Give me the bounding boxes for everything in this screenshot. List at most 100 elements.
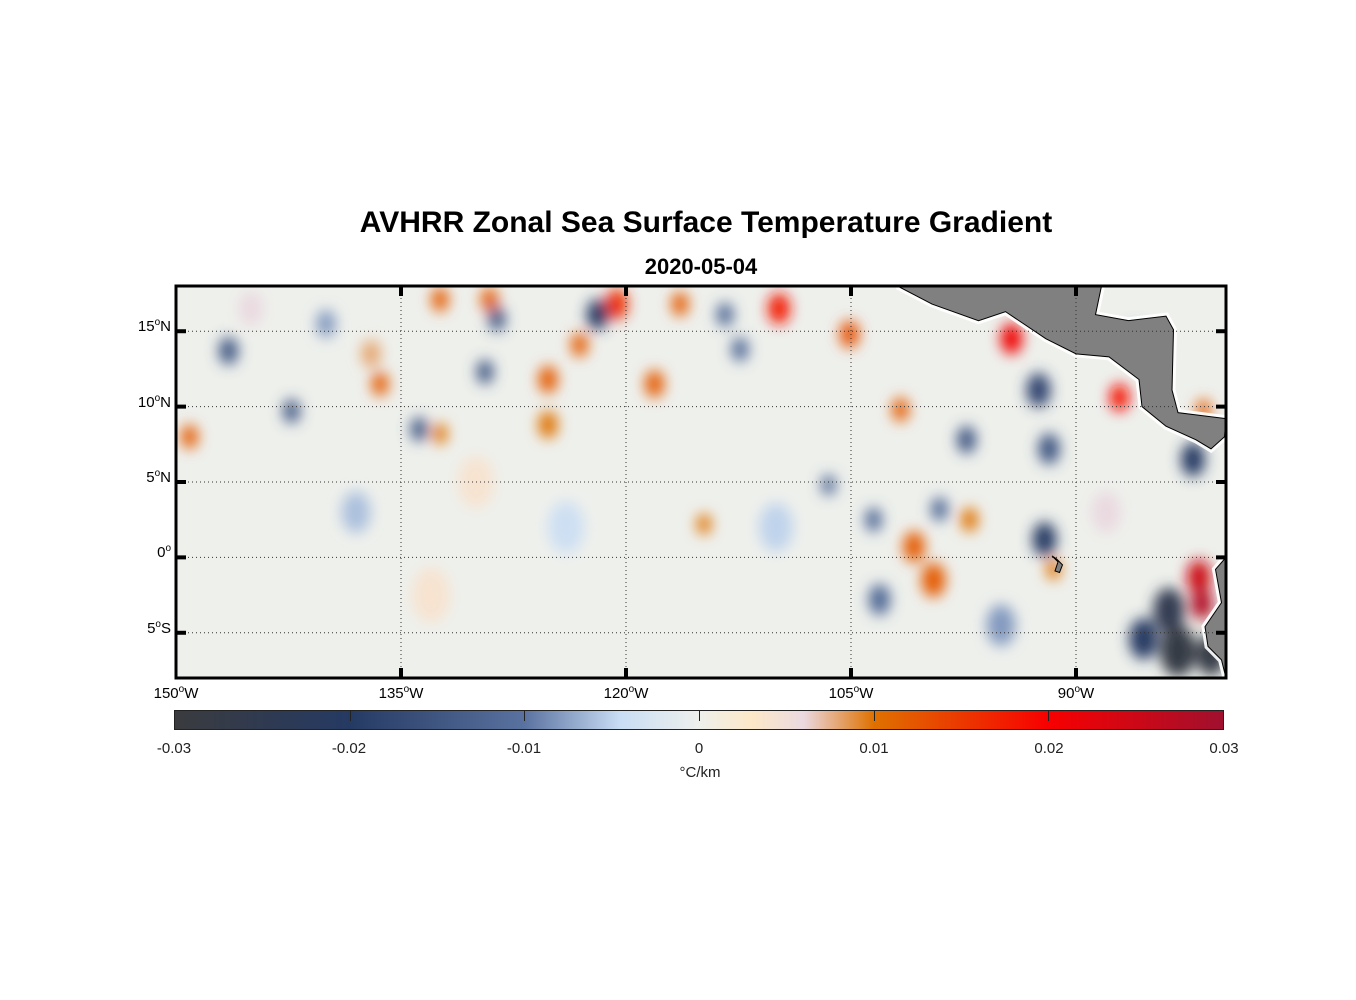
tick-num: 10 [137, 393, 155, 411]
sst-gradient-feature [239, 291, 263, 326]
colorbar-tick-label: -0.02 [331, 740, 367, 757]
sst-gradient-feature [1000, 323, 1023, 355]
sst-gradient-feature [1091, 491, 1121, 533]
degree-symbol: o [178, 684, 185, 695]
tick-hemi: N [160, 393, 171, 411]
land-mass [896, 286, 1226, 450]
degree-symbol: o [403, 684, 410, 695]
sst-gradient-feature [1109, 383, 1130, 412]
sst-gradient-feature [1026, 372, 1051, 408]
sst-gradient-feature [548, 501, 584, 554]
colorbar-tick-label: 0.01 [859, 740, 889, 757]
degree-symbol: o [1074, 684, 1081, 695]
sst-gradient-feature [481, 287, 498, 312]
colorbar-tick [699, 711, 700, 721]
sst-gradient-feature [316, 309, 336, 338]
sst-gradient-feature [218, 337, 239, 365]
degree-symbol: o [165, 543, 171, 555]
tick-hemi: W [184, 685, 199, 702]
sst-gradient-feature [410, 417, 428, 442]
sst-gradient-feature [538, 365, 558, 394]
sst-gradient-feature [956, 425, 977, 454]
sst-gradient-feature [759, 503, 793, 552]
colorbar-tick-label: 0 [694, 740, 704, 757]
degree-symbol: o [628, 684, 635, 695]
x-tick-label: 105oW [811, 684, 891, 703]
colorbar-tick-label: -0.01 [506, 740, 542, 757]
degree-symbol: o [154, 468, 161, 479]
colorbar-tick-label: -0.03 [156, 740, 192, 757]
colorbar-tick [349, 711, 351, 721]
sst-gradient-feature [1181, 442, 1205, 477]
land-mass [1051, 555, 1064, 574]
y-tick-label: 5oS [111, 618, 171, 637]
tick-num: 15 [137, 318, 155, 336]
land-mass [1204, 556, 1226, 678]
x-tick-label: 150oW [136, 684, 216, 703]
colorbar-tick-label: 0.03 [1209, 740, 1239, 757]
sst-gradient-feature [1038, 433, 1060, 465]
degree-symbol: o [154, 392, 161, 404]
sst-gradient-feature [411, 567, 451, 623]
tick-num: 135 [378, 685, 404, 702]
y-tick-label: 15oN [111, 317, 171, 336]
tick-hemi: W [859, 685, 874, 702]
sst-gradient-feature [1160, 624, 1196, 677]
sst-gradient-feature [961, 507, 978, 532]
y-tick-label: 5oN [111, 468, 171, 487]
degree-symbol: o [853, 684, 860, 695]
tick-num: 5 [146, 469, 155, 486]
degree-symbol: o [155, 618, 161, 630]
sst-gradient-feature [361, 340, 381, 368]
colorbar-tick [873, 711, 875, 721]
sst-gradient-feature [571, 332, 588, 357]
sst-gradient-feature [1191, 588, 1213, 620]
sst-gradient-feature [696, 513, 712, 535]
sst-gradient-feature [931, 497, 948, 522]
sst-gradient-feature [283, 399, 300, 424]
chart-title: AVHRR Zonal Sea Surface Temperature Grad… [359, 206, 1053, 239]
sst-gradient-feature [892, 397, 909, 422]
colorbar-tick [1048, 711, 1050, 721]
degree-symbol: o [154, 317, 161, 329]
sst-gradient-feature [768, 293, 790, 325]
colorbar-tick [524, 711, 526, 721]
sst-gradient-feature [488, 307, 506, 332]
sst-gradient-feature [371, 371, 389, 397]
sst-gradient-feature [181, 424, 198, 449]
tick-num: 120 [603, 685, 629, 702]
y-tick-label: 10oN [111, 392, 171, 411]
sst-gradient-feature [1032, 522, 1057, 557]
x-tick-label: 90oW [1036, 684, 1116, 703]
tick-num: 0 [157, 544, 166, 562]
sst-gradient-feature [865, 507, 882, 532]
colorbar [174, 710, 1224, 730]
sst-gradient-feature [903, 531, 925, 563]
x-tick-label: 120oW [586, 684, 666, 703]
sst-gradient-feature [644, 370, 665, 398]
colorbar-tick-label: 0.02 [1034, 740, 1064, 757]
sst-gradient-feature [921, 562, 946, 598]
sst-gradient-feature [986, 604, 1016, 646]
sst-gradient-feature [716, 302, 734, 327]
sst-gradient-feature [868, 584, 891, 616]
sst-gradient-feature [821, 474, 836, 496]
sst-gradient-feature [671, 292, 689, 317]
tick-num: 150 [153, 685, 179, 702]
sst-gradient-feature [1187, 559, 1211, 595]
sst-gradient-feature [476, 359, 494, 385]
sst-gradient-feature [586, 299, 609, 331]
sst-gradient-feature [1153, 587, 1185, 633]
colorbar-unit: °C/km [679, 764, 721, 781]
sst-gradient-feature [432, 423, 448, 445]
tick-hemi: W [1080, 685, 1095, 702]
tick-hemi: N [160, 318, 171, 336]
sst-gradient-feature [731, 337, 749, 362]
tick-hemi: N [160, 469, 171, 486]
sst-gradient-feature [606, 288, 628, 320]
sst-gradient-feature [431, 287, 449, 312]
sst-gradient-feature [1129, 618, 1158, 660]
tick-hemi: W [409, 685, 424, 702]
sst-gradient-feature [538, 410, 558, 439]
